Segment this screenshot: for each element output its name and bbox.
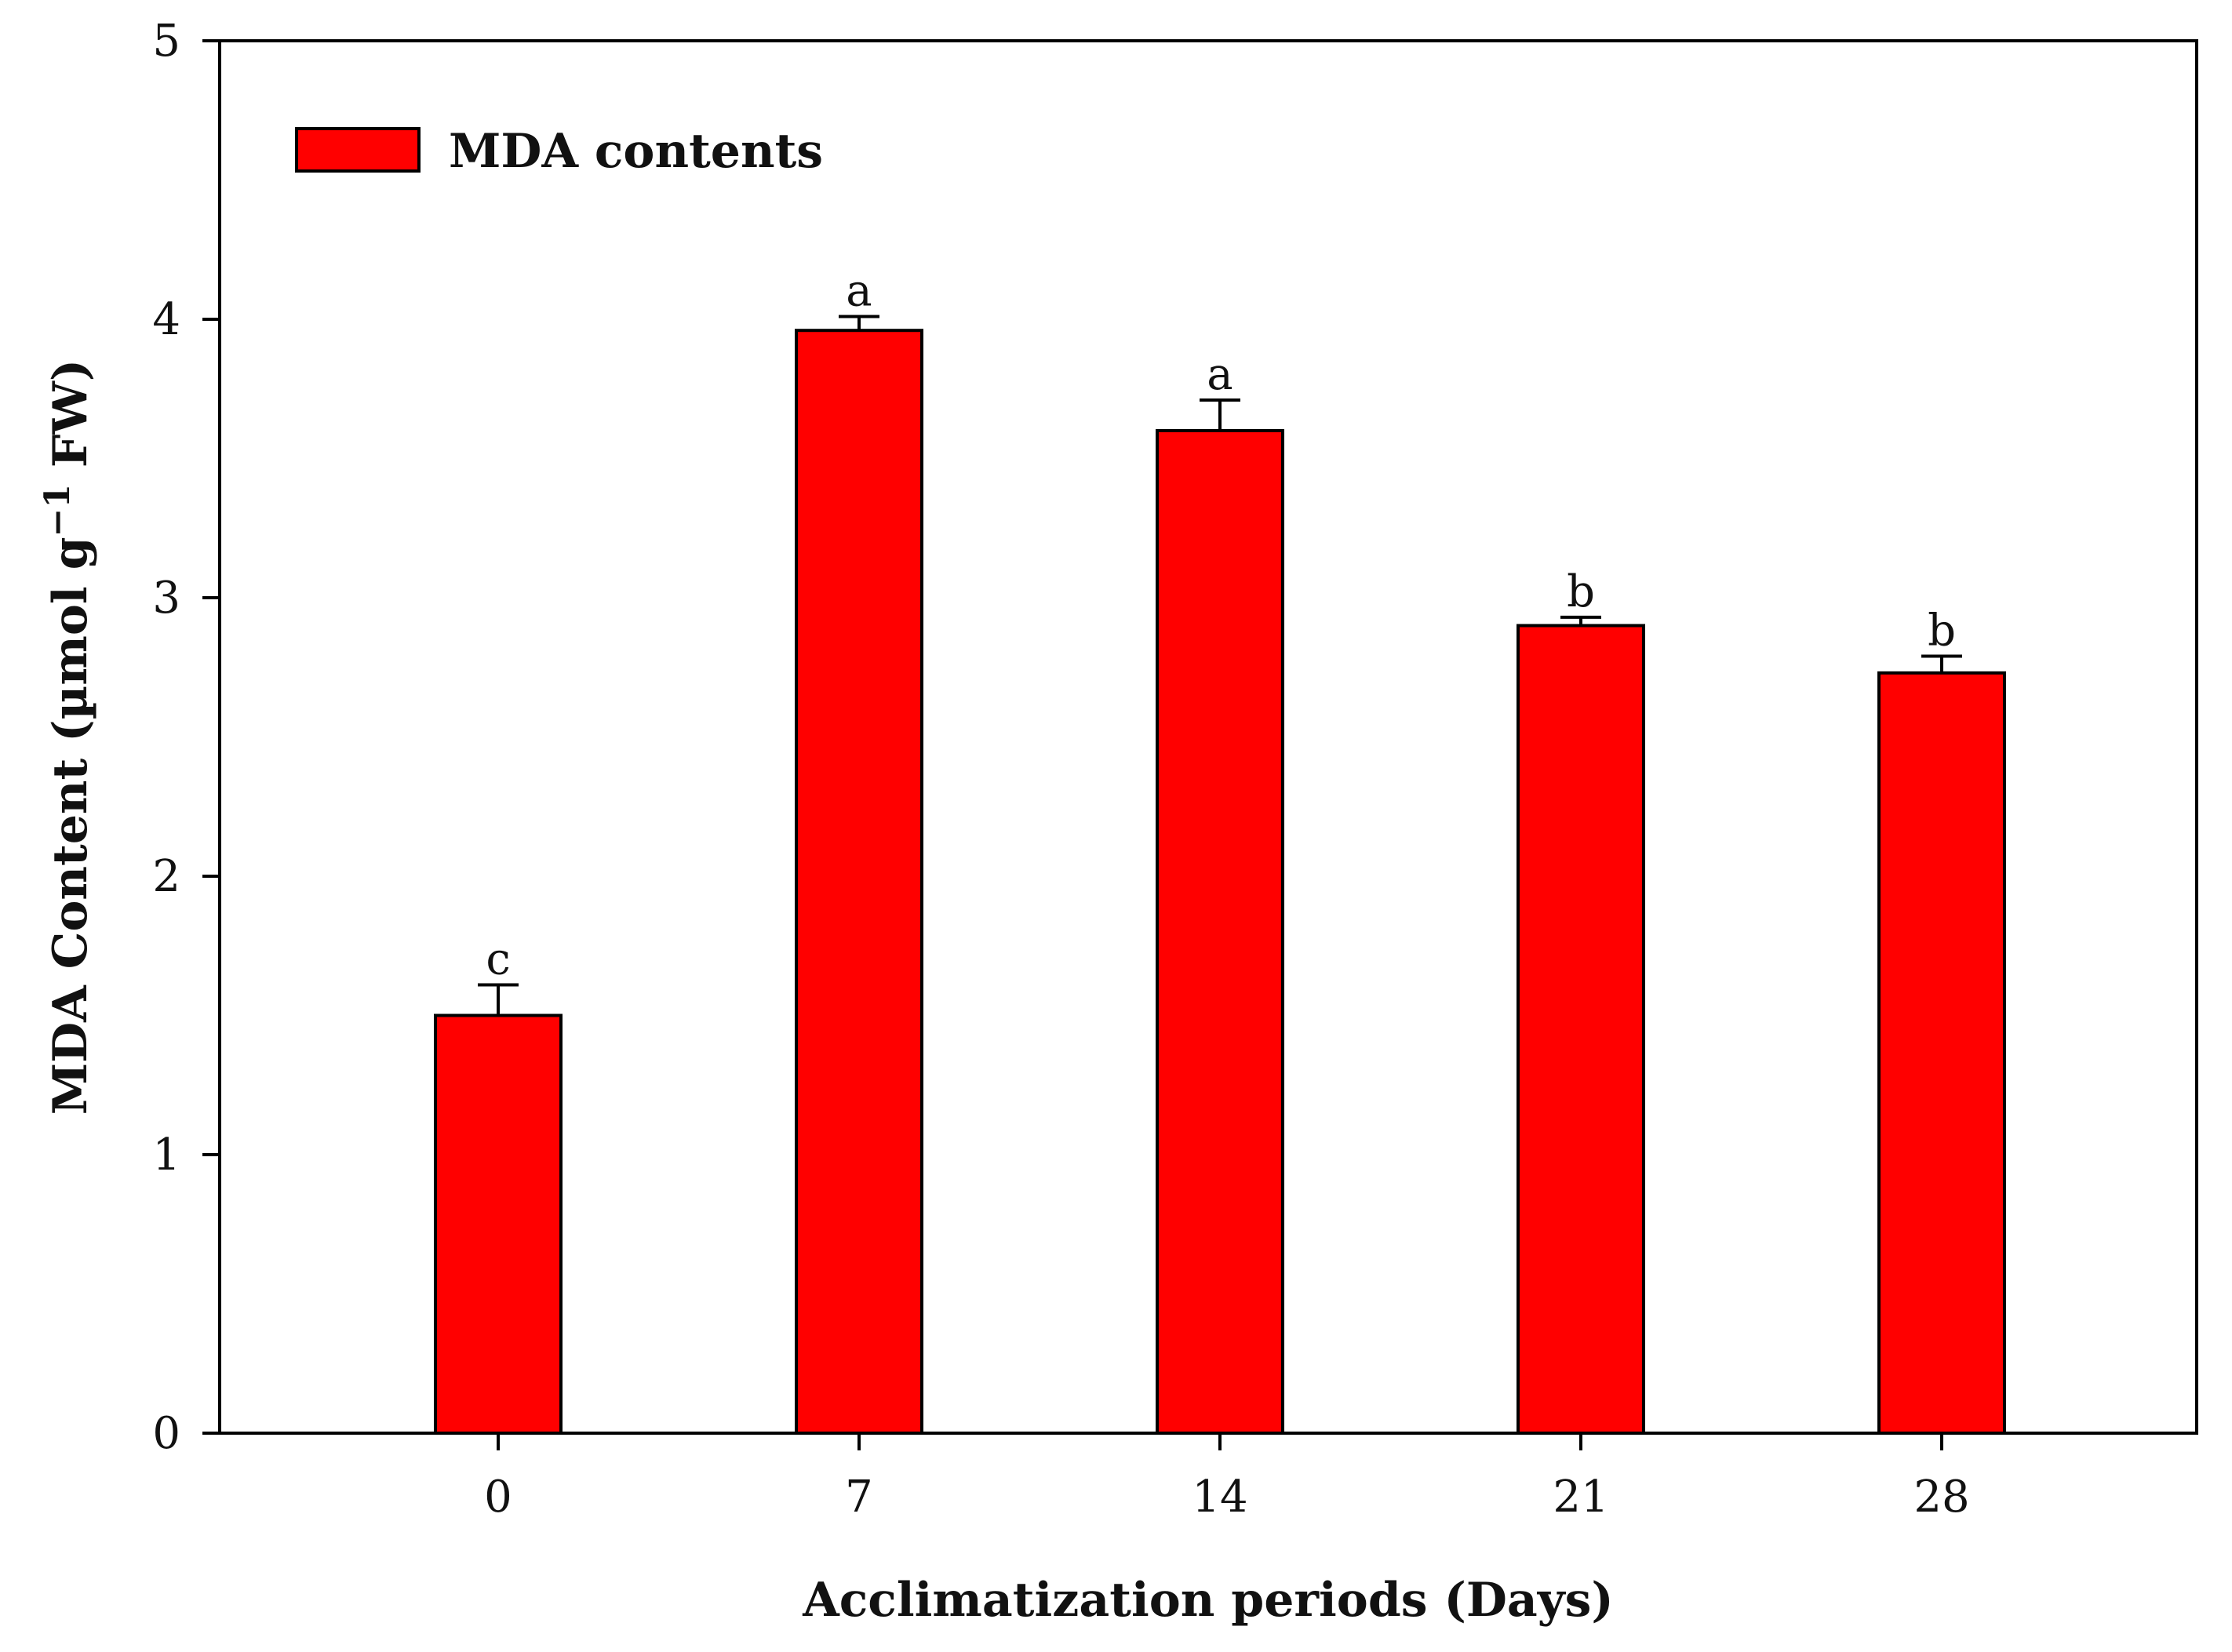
- legend-label: MDA contents: [449, 124, 823, 179]
- x-tick-label: 14: [1192, 1472, 1247, 1523]
- bar: [1156, 429, 1284, 1435]
- y-tick-label: 1: [152, 1130, 180, 1181]
- y-tick-label: 0: [152, 1408, 180, 1459]
- significance-label: c: [486, 933, 510, 984]
- bar: [1877, 671, 2006, 1435]
- x-tick-label: 7: [845, 1472, 873, 1523]
- bar: [795, 329, 923, 1435]
- y-axis-title: MDA Content (µmol g−1 FW): [38, 359, 98, 1115]
- y-tick-label: 3: [152, 573, 180, 624]
- bar: [1517, 624, 1645, 1435]
- x-axis-title: Acclimatization periods (Days): [802, 1573, 1614, 1628]
- legend: MDA contents: [295, 124, 823, 179]
- significance-label: b: [1567, 566, 1595, 617]
- x-axis: 0 7 14 21 28: [484, 1433, 1970, 1523]
- legend-swatch: [295, 127, 421, 173]
- y-axis-title-suffix: FW): [43, 359, 98, 484]
- y-tick-label: 5: [152, 16, 180, 67]
- x-tick-label: 0: [484, 1472, 512, 1523]
- significance-label: b: [1928, 606, 1956, 657]
- x-tick-label: 21: [1553, 1472, 1608, 1523]
- y-axis-title-prefix: MDA Content (µmol g: [43, 537, 98, 1115]
- significance-label: a: [1207, 349, 1233, 400]
- y-axis: 0 1 2 3 4 5: [152, 16, 220, 1459]
- significance-label: a: [846, 265, 872, 316]
- y-tick-label: 2: [152, 851, 180, 902]
- bar: [434, 1013, 563, 1435]
- y-axis-title-superscript: −1: [38, 484, 78, 537]
- y-tick-label: 4: [152, 294, 180, 345]
- x-tick-label: 28: [1913, 1472, 1969, 1523]
- bars: c a a b b: [434, 265, 2006, 1435]
